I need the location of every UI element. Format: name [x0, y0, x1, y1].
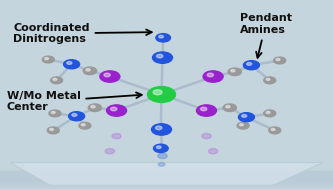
Circle shape — [202, 133, 211, 139]
Circle shape — [49, 110, 61, 117]
Bar — [0, 180, 333, 189]
Bar — [0, 170, 333, 180]
Circle shape — [157, 146, 161, 149]
Circle shape — [269, 127, 281, 134]
Circle shape — [153, 90, 162, 95]
Circle shape — [64, 60, 80, 69]
Circle shape — [239, 124, 243, 126]
Circle shape — [153, 52, 172, 63]
Circle shape — [264, 77, 276, 84]
Circle shape — [238, 113, 254, 122]
Circle shape — [231, 70, 235, 72]
Circle shape — [207, 73, 213, 77]
Circle shape — [242, 115, 247, 117]
Bar — [0, 179, 333, 188]
Circle shape — [156, 34, 170, 42]
Polygon shape — [10, 163, 323, 185]
Circle shape — [243, 61, 259, 70]
Bar — [0, 177, 333, 186]
Circle shape — [266, 111, 270, 114]
Circle shape — [83, 67, 97, 75]
Text: Coordinated
Dinitrogens: Coordinated Dinitrogens — [13, 23, 152, 44]
Circle shape — [53, 78, 57, 81]
Circle shape — [148, 87, 175, 102]
Circle shape — [112, 133, 121, 139]
Circle shape — [196, 105, 216, 116]
Bar — [0, 174, 333, 183]
Circle shape — [228, 68, 241, 76]
Text: Pendant
Amines: Pendant Amines — [240, 13, 292, 58]
Bar — [0, 174, 333, 183]
Circle shape — [200, 107, 207, 111]
Circle shape — [47, 127, 59, 134]
Circle shape — [208, 149, 218, 154]
Bar — [0, 172, 333, 181]
Circle shape — [158, 153, 167, 159]
Bar — [0, 179, 333, 189]
Text: W/Mo Metal
Center: W/Mo Metal Center — [7, 91, 142, 112]
Bar — [0, 174, 333, 184]
Circle shape — [107, 105, 127, 116]
Circle shape — [51, 111, 55, 114]
Circle shape — [105, 149, 115, 154]
Bar — [0, 177, 333, 187]
Circle shape — [100, 71, 120, 82]
Circle shape — [69, 112, 85, 121]
Bar — [0, 175, 333, 184]
Bar — [0, 172, 333, 182]
Circle shape — [271, 128, 275, 131]
Circle shape — [152, 124, 171, 135]
Circle shape — [104, 73, 110, 77]
Bar — [0, 172, 333, 181]
Circle shape — [158, 163, 165, 166]
Bar — [0, 178, 333, 187]
Circle shape — [86, 69, 90, 71]
Circle shape — [155, 91, 168, 98]
Circle shape — [111, 107, 117, 111]
Circle shape — [72, 114, 77, 116]
Bar — [0, 173, 333, 182]
Circle shape — [276, 58, 280, 61]
Circle shape — [67, 62, 72, 64]
Circle shape — [159, 35, 164, 38]
Circle shape — [45, 57, 49, 60]
Circle shape — [88, 104, 102, 112]
Circle shape — [203, 71, 223, 82]
Circle shape — [42, 56, 54, 63]
Circle shape — [226, 105, 230, 108]
Circle shape — [79, 122, 91, 129]
Circle shape — [154, 144, 168, 153]
Bar — [0, 176, 333, 185]
Circle shape — [51, 77, 63, 84]
Circle shape — [264, 110, 276, 117]
Bar — [0, 178, 333, 187]
Bar — [0, 171, 333, 180]
Bar — [0, 175, 333, 185]
Circle shape — [91, 105, 95, 108]
Circle shape — [157, 54, 163, 58]
Circle shape — [274, 57, 286, 64]
Circle shape — [81, 124, 85, 126]
Circle shape — [50, 128, 54, 131]
Circle shape — [237, 122, 249, 129]
Circle shape — [223, 104, 236, 112]
Circle shape — [156, 126, 162, 130]
Circle shape — [247, 63, 252, 65]
Bar — [0, 176, 333, 186]
Circle shape — [266, 78, 270, 81]
